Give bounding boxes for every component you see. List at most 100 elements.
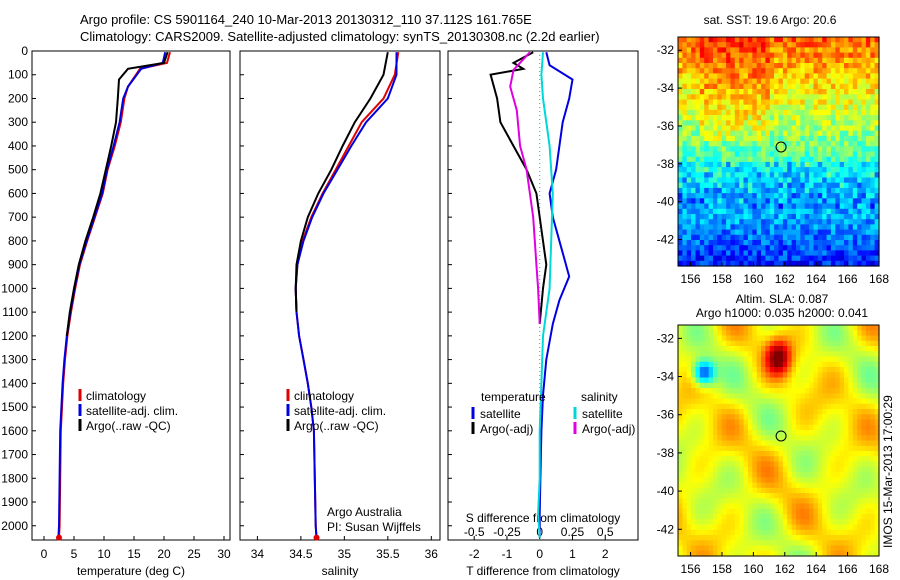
heatmap-cell xyxy=(813,109,819,116)
heatmap-cell xyxy=(704,403,710,410)
heatmap-cell xyxy=(730,372,736,379)
heatmap-cell xyxy=(791,351,797,358)
heatmap-cell xyxy=(761,234,766,241)
heatmap-cell xyxy=(713,234,718,241)
heatmap-cell xyxy=(844,130,849,137)
heatmap-cell xyxy=(817,94,823,101)
heatmap-cell xyxy=(721,146,727,153)
heatmap-cell xyxy=(699,68,705,74)
heatmap-cell xyxy=(782,193,788,199)
heatmap-cell xyxy=(747,398,753,405)
heatmap-cell xyxy=(691,487,697,494)
heatmap-cell xyxy=(747,193,753,199)
heatmap-cell xyxy=(743,550,749,557)
heatmap-cell xyxy=(852,403,858,410)
heatmap-cell xyxy=(857,493,863,499)
heatmap-cell xyxy=(848,245,854,251)
heatmap-cell xyxy=(752,37,758,43)
heatmap-cell xyxy=(743,456,749,463)
heatmap-cell xyxy=(713,409,718,415)
heatmap-cell xyxy=(704,346,710,352)
heatmap-cell xyxy=(874,156,880,163)
heatmap-cell xyxy=(678,419,683,426)
heatmap-cell xyxy=(835,240,841,246)
heatmap-cell xyxy=(839,203,845,210)
heatmap-cell xyxy=(721,403,727,410)
heatmap-cell xyxy=(848,167,854,173)
heatmap-cell xyxy=(739,351,745,358)
profile-end-marker xyxy=(313,534,320,541)
heatmap-cell xyxy=(774,89,780,95)
heatmap-cell xyxy=(830,219,836,225)
heatmap-cell xyxy=(713,482,718,489)
heatmap-cell xyxy=(817,540,823,547)
heatmap-cell xyxy=(796,193,801,199)
heatmap-cell xyxy=(813,219,819,225)
heatmap-cell xyxy=(796,250,801,257)
heatmap-cell xyxy=(708,519,714,526)
heatmap-cell xyxy=(782,240,788,246)
heatmap-cell xyxy=(686,214,692,220)
heatmap-cell xyxy=(830,37,836,43)
heatmap-cell xyxy=(717,325,723,331)
heatmap-cell xyxy=(865,120,871,127)
heatmap-cell xyxy=(682,540,688,547)
heatmap-cell xyxy=(717,78,723,85)
heatmap-cell xyxy=(835,403,841,410)
heatmap-cell xyxy=(774,440,780,447)
heatmap-cell xyxy=(686,524,692,531)
heatmap-cell xyxy=(739,540,745,547)
heatmap-cell xyxy=(756,156,762,163)
heatmap-cell xyxy=(708,529,714,536)
heatmap-cell xyxy=(734,57,740,64)
heatmap-cell xyxy=(756,182,762,189)
heatmap-cell xyxy=(704,424,710,431)
heatmap-cell xyxy=(695,156,701,163)
heatmap-cell xyxy=(747,203,753,210)
heatmap-cell xyxy=(826,540,832,547)
heatmap-cell xyxy=(734,335,740,342)
heatmap-cell xyxy=(765,498,771,505)
heatmap-cell xyxy=(686,187,692,194)
heatmap-cell xyxy=(852,508,858,515)
heatmap-cell xyxy=(817,419,823,426)
heatmap-cell xyxy=(747,83,753,90)
heatmap-cell xyxy=(778,214,784,220)
heatmap-cell xyxy=(857,351,863,358)
heatmap-cell xyxy=(865,540,871,547)
heatmap-cell xyxy=(791,255,797,262)
heatmap-cell xyxy=(747,177,753,184)
heatmap-cell xyxy=(870,508,876,515)
heatmap-cell xyxy=(809,361,815,368)
heatmap-cell xyxy=(721,377,727,384)
heatmap-cell xyxy=(826,146,832,153)
heatmap-cell xyxy=(743,245,749,251)
heatmap-cell xyxy=(852,135,858,142)
heatmap-cell xyxy=(830,130,836,137)
heatmap-cell xyxy=(874,83,880,90)
heatmap-cell xyxy=(813,193,819,199)
heatmap-cell xyxy=(796,167,801,173)
heatmap-cell xyxy=(713,398,718,405)
heatmap-cell xyxy=(678,187,683,194)
heatmap-cell xyxy=(782,466,788,473)
heatmap-cell xyxy=(699,193,705,199)
heatmap-cell xyxy=(717,234,723,241)
heatmap-cell xyxy=(678,151,683,158)
heatmap-cell xyxy=(778,472,784,478)
heatmap-cell xyxy=(704,219,710,225)
heatmap-cell xyxy=(874,472,880,478)
heatmap-cell xyxy=(813,182,819,189)
heatmap-cell xyxy=(726,472,732,478)
heatmap-cell xyxy=(839,361,845,368)
heatmap-cell xyxy=(765,224,771,231)
heatmap-cell xyxy=(691,540,697,547)
heatmap-cell xyxy=(678,130,683,137)
heatmap-cell xyxy=(791,208,797,215)
heatmap-cell xyxy=(691,182,697,189)
heatmap-cell xyxy=(752,550,758,557)
heatmap-cell xyxy=(739,393,745,400)
heatmap-cell xyxy=(721,540,727,547)
y-tick-label: 1500 xyxy=(1,400,28,414)
heatmap-cell xyxy=(734,224,740,231)
